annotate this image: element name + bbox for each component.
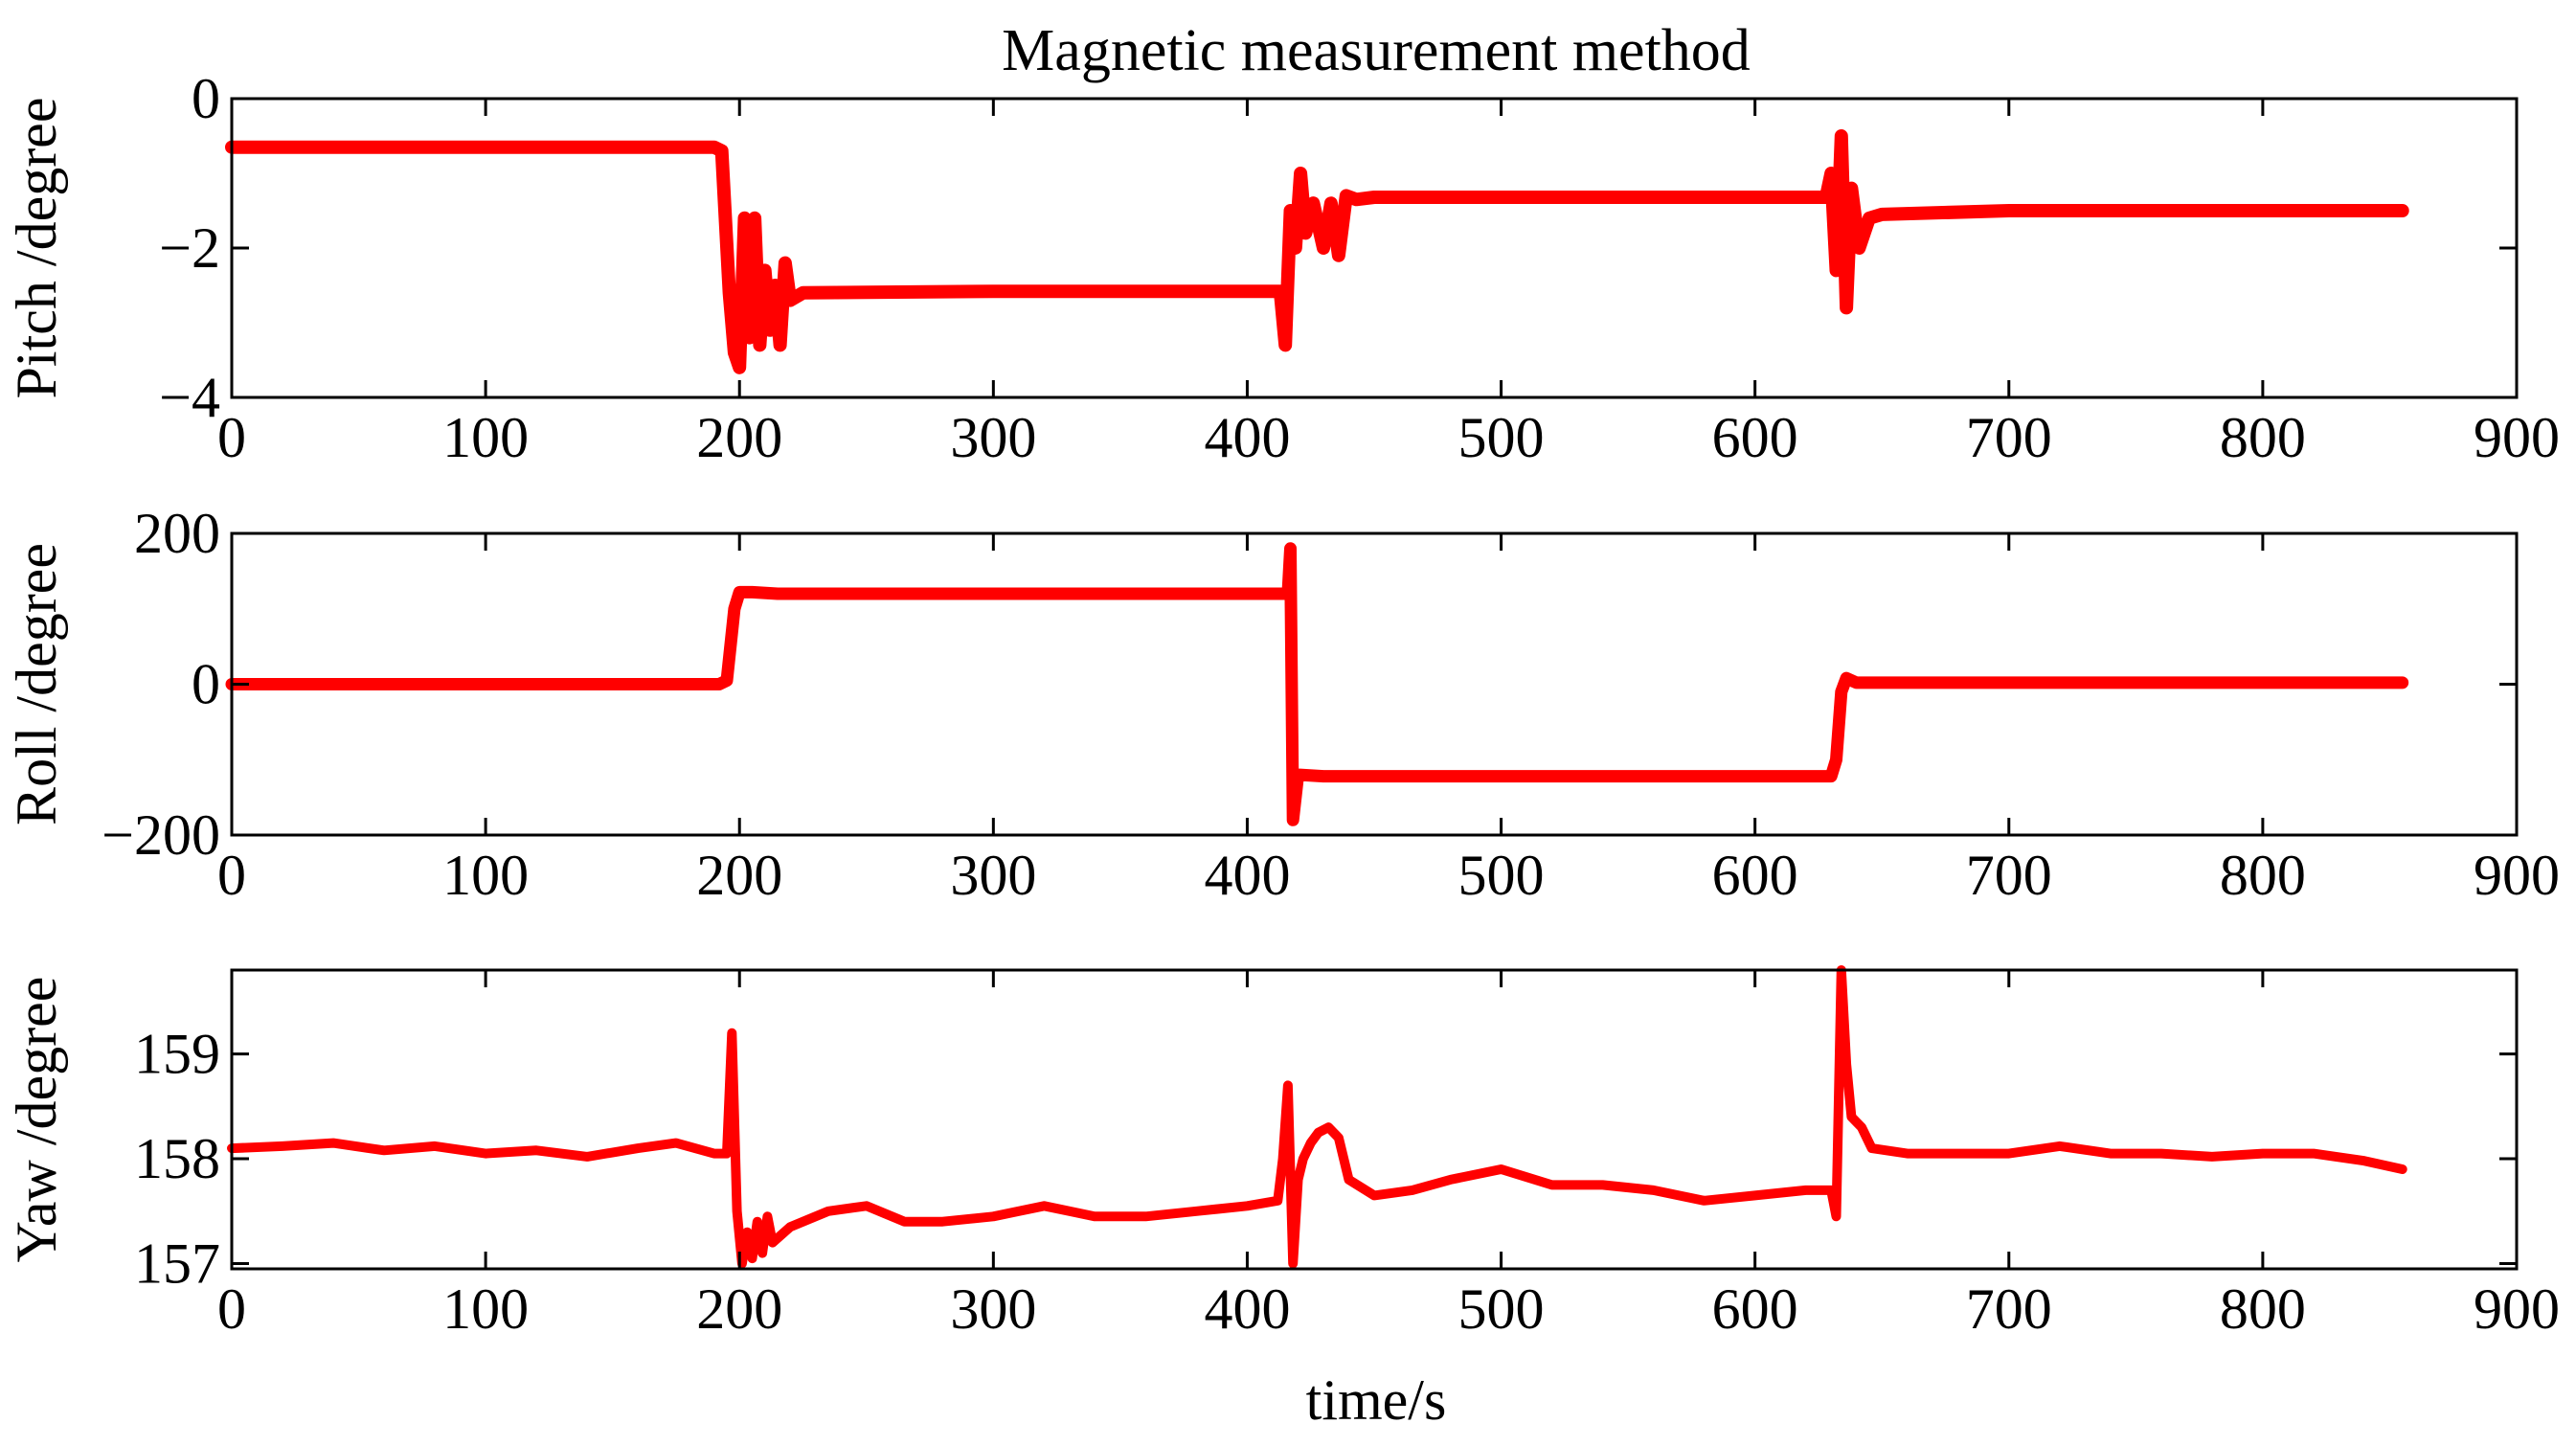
yaw-axes-frame	[230, 968, 2519, 1271]
yaw-x-tick-label: 500	[1458, 1277, 1545, 1341]
pitch-x-tick-label: 700	[1966, 406, 2052, 469]
roll-y-tick-label: 0	[192, 653, 220, 716]
pitch-y-axis-label: Pitch /degree	[5, 98, 68, 399]
pitch-x-tick-label: 100	[442, 406, 529, 469]
pitch-x-tick-label: 0	[217, 406, 246, 469]
yaw-x-tick-label: 200	[696, 1277, 782, 1341]
roll-y-tick-label: 200	[134, 502, 220, 565]
yaw-series-line	[227, 965, 2407, 1269]
roll-x-tick-label: 500	[1458, 844, 1545, 907]
roll-x-tick-label: 400	[1204, 844, 1290, 907]
pitch-y-tick-label: −2	[159, 216, 220, 280]
roll-x-tick-label: 100	[442, 844, 529, 907]
chart-title: Magnetic measurement method	[1002, 18, 1751, 83]
yaw-x-tick-label: 800	[2220, 1277, 2306, 1341]
pitch-x-tick-label: 500	[1458, 406, 1545, 469]
roll-y-tick-label: −200	[102, 803, 220, 867]
pitch-panel: 0 100 200 300 400 500 600 700 800 900 0 −2 −4 Pitch /…	[5, 67, 2560, 469]
x-axis-label: time/s	[1306, 1368, 1447, 1432]
yaw-x-tick-label: 900	[2474, 1277, 2560, 1341]
yaw-y-tick-label: 159	[134, 1023, 220, 1086]
roll-x-tick-label: 600	[1712, 844, 1798, 907]
yaw-x-tick-label: 600	[1712, 1277, 1798, 1341]
yaw-y-tick-label: 158	[134, 1127, 220, 1190]
roll-x-tick-label: 900	[2474, 844, 2560, 907]
yaw-x-tick-label: 700	[1966, 1277, 2052, 1341]
yaw-x-tick-label: 100	[442, 1277, 529, 1341]
roll-x-tick-label: 700	[1966, 844, 2052, 907]
yaw-x-tick-label: 400	[1204, 1277, 1290, 1341]
pitch-y-tick-label: 0	[192, 67, 220, 130]
roll-panel: 0 100 200 300 400 500 600 700 800 9002000−200Roll…	[5, 502, 2560, 907]
yaw-y-tick-label: 157	[134, 1232, 220, 1296]
pitch-x-tick-label: 800	[2220, 406, 2306, 469]
pitch-series-line	[225, 129, 2409, 374]
pitch-x-tick-label: 300	[950, 406, 1036, 469]
pitch-x-tick-label: 200	[696, 406, 782, 469]
yaw-y-axis-label: Yaw /degree	[5, 977, 68, 1263]
roll-x-tick-label: 800	[2220, 844, 2306, 907]
yaw-x-tick-label: 0	[217, 1277, 246, 1341]
roll-x-tick-label: 300	[950, 844, 1036, 907]
roll-x-tick-label: 200	[696, 844, 782, 907]
pitch-y-tick-label: −4	[159, 366, 220, 429]
roll-series-line	[225, 542, 2409, 826]
roll-y-axis-label: Roll /degree	[5, 543, 68, 825]
pitch-x-tick-label: 900	[2474, 406, 2560, 469]
pitch-x-tick-label: 400	[1204, 406, 1290, 469]
yaw-x-tick-label: 300	[950, 1277, 1036, 1341]
pitch-x-tick-label: 600	[1712, 406, 1798, 469]
yaw-panel: 0 100 200 300 400 500 600 700 800 900 159 158 157 Yaw…	[5, 965, 2560, 1341]
roll-x-tick-label: 0	[217, 844, 246, 907]
